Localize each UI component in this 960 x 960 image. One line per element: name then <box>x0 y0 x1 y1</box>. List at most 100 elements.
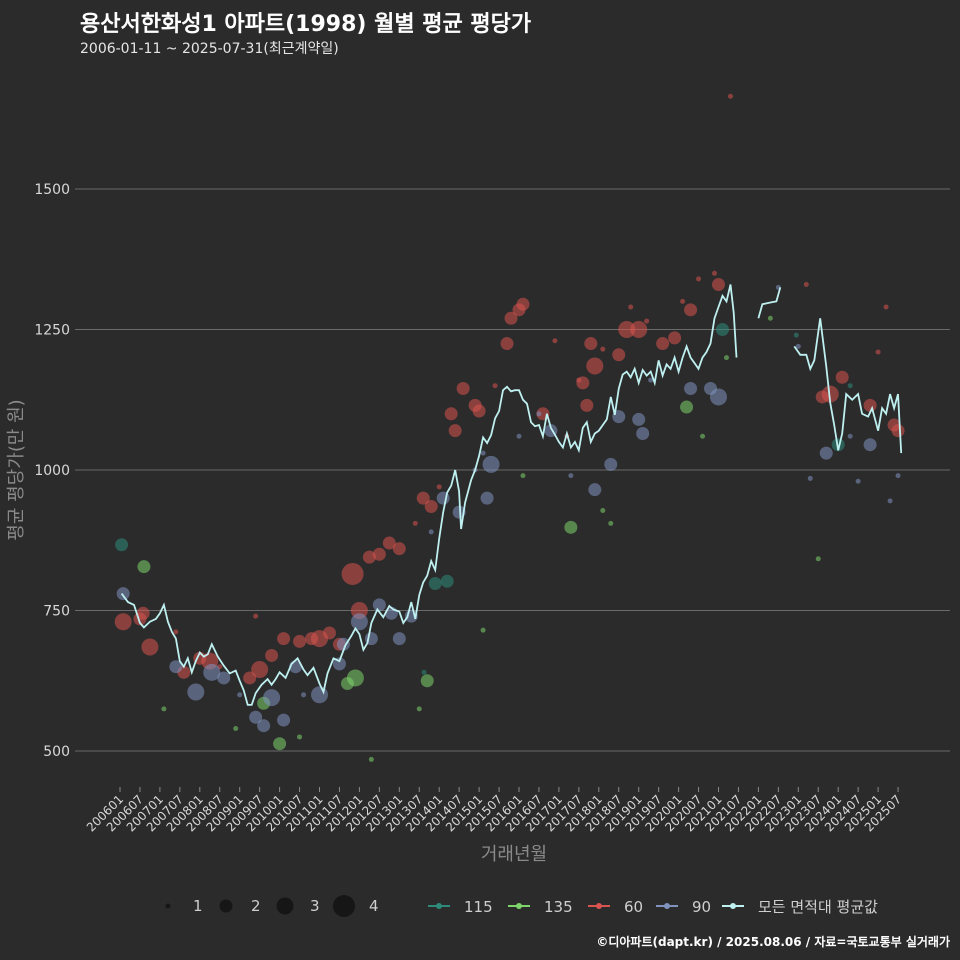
legend-point-swatch <box>436 903 442 909</box>
data-point-135 <box>520 473 526 479</box>
data-point-60 <box>362 550 376 564</box>
data-point-135 <box>680 400 694 414</box>
legend-label: 115 <box>464 898 493 916</box>
data-point-90 <box>604 457 618 471</box>
legend: 1 2 3 4 115 135 60 90 모든 면적대 평균값 <box>165 895 878 917</box>
data-point-60 <box>516 297 530 311</box>
legend-label: 135 <box>544 898 573 916</box>
legend-point-swatch <box>730 903 736 909</box>
data-point-90 <box>116 587 130 601</box>
size-legend-label: 4 <box>369 897 379 915</box>
average-line-segment <box>793 318 903 454</box>
data-point-90 <box>332 657 346 671</box>
data-point-135 <box>368 756 374 762</box>
data-point-60 <box>456 382 470 396</box>
data-point-60 <box>576 376 590 390</box>
grid-lines <box>75 188 950 752</box>
data-point-60 <box>173 629 179 635</box>
legend-label: 모든 면적대 평균값 <box>758 898 878 916</box>
data-point-60 <box>341 562 364 585</box>
data-point-90 <box>684 382 698 396</box>
data-point-60 <box>612 348 626 362</box>
size-legend-circle <box>276 897 294 915</box>
data-point-60 <box>322 626 336 640</box>
data-point-60 <box>436 484 442 490</box>
data-point-60 <box>114 613 132 631</box>
y-tick-label: 1250 <box>34 323 70 339</box>
x-tick-labels: 2006012006072007012007072008012008072009… <box>84 787 904 835</box>
data-point-90 <box>480 491 494 505</box>
data-point-90 <box>807 475 813 481</box>
data-point-60 <box>600 346 606 352</box>
data-point-115 <box>428 577 442 591</box>
data-point-135 <box>420 674 434 688</box>
data-point-90 <box>277 713 291 727</box>
data-point-90 <box>482 455 500 473</box>
data-point-90 <box>263 689 281 707</box>
data-point-135 <box>815 556 821 562</box>
data-point-60 <box>644 318 650 324</box>
data-point-90 <box>648 377 654 383</box>
legend-label: 60 <box>624 898 643 916</box>
data-point-60 <box>372 547 386 561</box>
data-point-115 <box>793 332 799 338</box>
data-point-60 <box>424 500 438 514</box>
data-point-90 <box>372 598 386 612</box>
data-point-60 <box>586 357 604 375</box>
data-point-60 <box>656 337 670 351</box>
data-point-115 <box>440 574 454 588</box>
data-point-60 <box>835 370 849 384</box>
data-point-135 <box>564 520 578 534</box>
data-point-115 <box>115 538 129 552</box>
data-point-90 <box>249 710 263 724</box>
data-point-60 <box>504 311 518 325</box>
data-point-135 <box>346 669 364 687</box>
data-point-90 <box>819 446 833 460</box>
data-point-90 <box>301 692 307 698</box>
data-point-90 <box>855 478 861 484</box>
y-tick-label: 500 <box>43 744 70 760</box>
data-point-60 <box>712 270 718 276</box>
data-point-60 <box>580 398 594 412</box>
data-point-90 <box>536 411 542 417</box>
data-point-90 <box>847 433 853 439</box>
data-point-90 <box>311 686 328 704</box>
data-point-90 <box>895 473 901 479</box>
data-point-90 <box>863 438 877 452</box>
data-point-115 <box>715 323 729 336</box>
size-legend-circle <box>165 903 171 909</box>
data-point-90 <box>632 412 646 426</box>
data-point-60 <box>251 661 269 679</box>
data-point-90 <box>350 613 368 631</box>
chart-subtitle: 2006-01-11 ~ 2025-07-31(최근계약일) <box>80 41 339 57</box>
data-point-60 <box>552 338 558 344</box>
data-point-60 <box>584 337 598 351</box>
data-point-135 <box>480 627 486 633</box>
data-point-60 <box>618 321 636 338</box>
data-point-90 <box>636 426 650 440</box>
data-point-60 <box>412 520 418 526</box>
data-point-60 <box>727 93 733 99</box>
data-point-135 <box>608 520 614 526</box>
legend-point-swatch <box>596 903 602 909</box>
data-point-90 <box>588 483 602 497</box>
data-point-90 <box>480 450 486 456</box>
data-point-90 <box>516 433 522 439</box>
data-point-60 <box>492 383 498 389</box>
data-point-60 <box>628 304 634 310</box>
x-axis-label: 거래년월 <box>481 844 547 865</box>
data-point-90 <box>257 719 271 733</box>
data-point-135 <box>137 560 151 574</box>
size-legend-label: 2 <box>251 897 261 915</box>
data-point-60 <box>803 282 809 288</box>
data-point-60 <box>448 424 462 438</box>
size-legend-circle <box>333 895 355 917</box>
data-point-135 <box>416 706 422 712</box>
data-point-90 <box>336 637 350 651</box>
data-point-60 <box>136 606 150 620</box>
data-point-115 <box>847 383 853 389</box>
data-point-60 <box>253 613 259 619</box>
data-point-135 <box>297 734 303 740</box>
y-tick-label: 1500 <box>34 182 70 198</box>
